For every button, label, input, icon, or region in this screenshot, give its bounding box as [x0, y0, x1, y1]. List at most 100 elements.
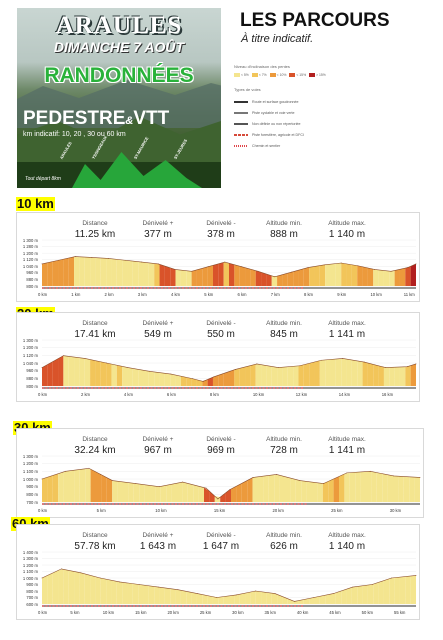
x-tick-label: 10 km	[155, 508, 167, 513]
x-tick-label: 7 km	[270, 292, 280, 297]
profile-segment	[335, 263, 342, 286]
profile-segment	[84, 257, 91, 286]
profile-segment	[405, 365, 411, 386]
profile-segment	[277, 367, 283, 386]
profile-point	[119, 581, 121, 583]
x-tick-label: 40 km	[296, 610, 309, 615]
profile-segment	[252, 476, 258, 502]
profile-segment	[355, 471, 361, 502]
profile-segment	[295, 479, 302, 502]
legend-way-text: Piste cyclable et voie verte	[252, 110, 295, 115]
profile-segment	[154, 263, 160, 286]
profile-point	[80, 572, 82, 574]
profile-outline	[41, 568, 417, 602]
profile-segment	[239, 266, 246, 286]
poster-type-walk: PEDESTRE	[23, 108, 126, 129]
profile-segment	[186, 270, 192, 286]
profile-segment	[335, 590, 342, 604]
profile-point	[257, 270, 259, 272]
profile-segment	[117, 481, 123, 502]
x-tick-label: 5 km	[70, 610, 80, 615]
profile-segment	[398, 476, 404, 502]
profile-point	[207, 266, 209, 268]
stat-label: Altitude min.	[266, 320, 302, 327]
legend-way-line	[234, 133, 248, 136]
profile-segment	[245, 365, 251, 386]
profile-segment	[207, 377, 213, 386]
y-tick-label: 1 300 m	[22, 556, 38, 561]
profile-segment	[218, 373, 224, 386]
profile-segment	[250, 364, 256, 386]
profile-segment	[319, 359, 326, 386]
profile-segment	[90, 257, 96, 286]
profile-segment	[112, 480, 118, 502]
profile-segment	[312, 482, 318, 502]
legend-incline-text: < 7%	[258, 73, 267, 77]
stat-label: Dénivelé +	[142, 220, 174, 227]
legend-incline-item: > 15%	[309, 73, 326, 77]
x-tick-label: 20 km	[167, 610, 179, 615]
profile-point	[196, 593, 198, 594]
profile-segment	[234, 594, 240, 604]
profile-segment	[325, 359, 331, 386]
x-tick-label: 4 km	[123, 392, 133, 397]
profile-segment	[100, 578, 107, 604]
profile-segment	[191, 592, 197, 604]
profile-point	[274, 593, 276, 594]
x-tick-label: 15 km	[213, 508, 226, 513]
profile-segment	[357, 585, 363, 604]
profile-segment	[277, 274, 283, 286]
profile-point	[63, 355, 64, 357]
profile-segment	[266, 592, 272, 604]
profile-point	[235, 594, 237, 596]
stat-altitude-max: Altitude max. 1 141 m	[316, 436, 378, 456]
profile-segment	[116, 581, 123, 604]
profile-point	[357, 265, 359, 267]
profile-point	[41, 478, 43, 480]
profile-segment	[373, 582, 379, 604]
x-tick-label: 14 km	[338, 392, 351, 397]
x-tick-label: 0 km	[38, 508, 48, 513]
profile-segment	[128, 482, 134, 502]
x-tick-label: 0 km	[38, 292, 48, 297]
profile-segment	[202, 594, 208, 604]
profile-segment	[314, 596, 320, 604]
profile-segment	[245, 592, 251, 604]
profile-segment	[298, 599, 304, 604]
stat-value: 11.25 km	[74, 229, 116, 240]
profile-segment	[274, 474, 280, 502]
profile-segment	[116, 365, 123, 386]
profile-segment	[68, 570, 75, 604]
profile-segment	[399, 366, 406, 386]
profile-point	[346, 472, 348, 474]
profile-segment	[261, 591, 267, 604]
x-tick-label: 30 km	[232, 610, 244, 615]
stat-elevation-gain: Dénivelé + 549 m	[127, 320, 189, 340]
x-tick-label: 55 km	[394, 610, 406, 615]
profile-segment	[90, 359, 96, 386]
stat-elevation-loss: Dénivelé - 550 m	[190, 320, 252, 340]
profile-segment	[79, 572, 85, 604]
y-tick-label: 1 300 m	[22, 237, 38, 243]
legend-incline-item: < 15%	[289, 73, 306, 77]
stat-value: 1 141 m	[328, 445, 366, 456]
profile-segment	[154, 586, 160, 604]
profile-point	[294, 601, 295, 602]
profile-segment	[191, 269, 197, 286]
profile-segment	[58, 471, 64, 502]
profile-segment	[271, 593, 278, 604]
profile-point	[149, 370, 150, 372]
event-poster: ARAULES DIMANCHE 7 AOÛT RANDONNÉES PEDES…	[17, 8, 221, 188]
profile-segment	[95, 257, 101, 286]
stat-label: Altitude min.	[266, 220, 302, 227]
y-tick-label: 880 m	[26, 276, 38, 282]
profile-point	[127, 367, 129, 368]
profile-segment	[58, 355, 64, 386]
profile-segment	[389, 270, 395, 286]
stat-value: 1 140 m	[328, 541, 366, 552]
profile-segment	[319, 264, 326, 286]
profile-segment	[367, 267, 374, 286]
stat-value: 967 m	[144, 445, 172, 456]
legend: Niveau d'inclinaison des pentes < 5% < 7%…	[234, 64, 354, 184]
profile-point	[390, 270, 392, 272]
